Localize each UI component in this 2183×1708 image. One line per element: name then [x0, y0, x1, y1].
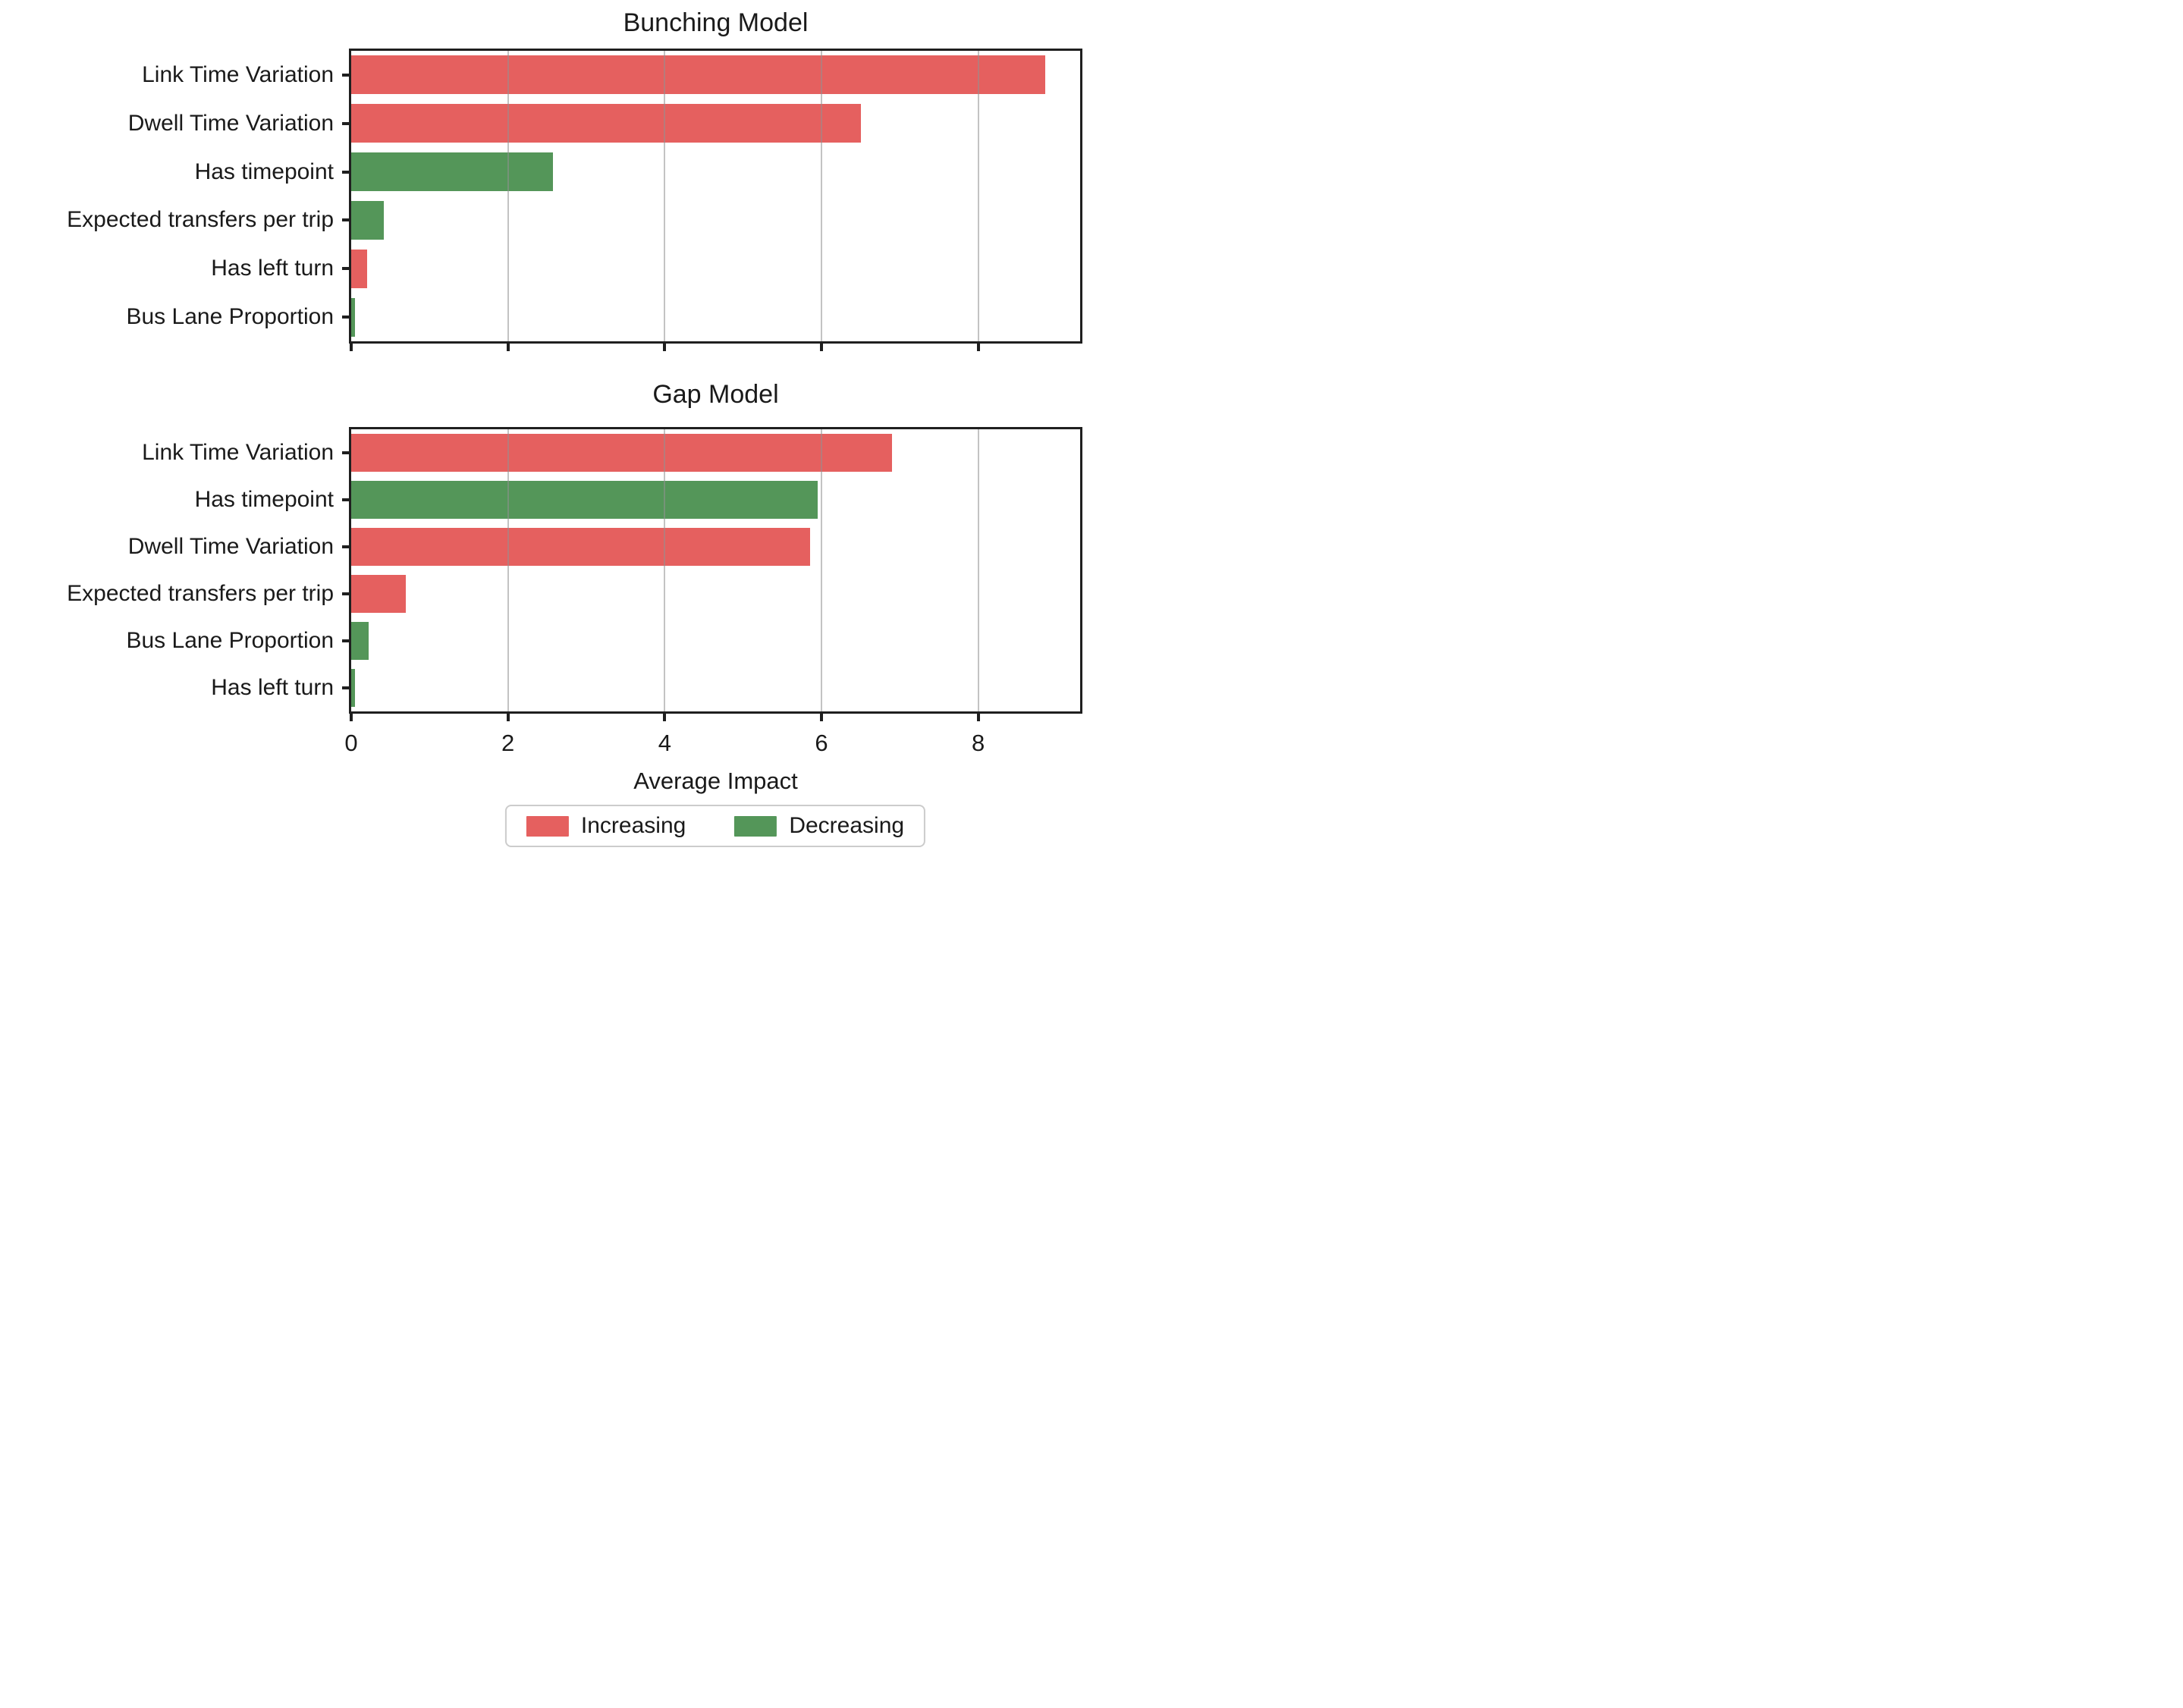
x-tick — [976, 714, 980, 721]
y-tick-label: Has left turn — [211, 256, 334, 281]
y-tick — [342, 639, 349, 642]
x-tick — [506, 714, 510, 721]
legend-swatch-decreasing — [734, 815, 777, 837]
x-tick — [663, 344, 667, 351]
x-tick — [350, 714, 353, 721]
y-tick-label: Link Time Variation — [142, 61, 334, 87]
y-tick — [342, 121, 349, 125]
bar — [351, 481, 818, 519]
y-tick-label: Expected transfers per trip — [67, 207, 334, 233]
bar — [351, 528, 810, 566]
x-tick — [350, 344, 353, 351]
x-tick — [820, 714, 823, 721]
bar — [351, 669, 356, 707]
x-tick — [820, 344, 823, 351]
y-tick-label: Link Time Variation — [142, 440, 334, 465]
chart-title-gap: Gap Model — [652, 380, 779, 409]
y-tick-label: Has timepoint — [194, 487, 334, 512]
plot-area-bunching — [342, 49, 1082, 351]
y-tick — [342, 686, 349, 689]
gridline — [664, 51, 666, 341]
bar — [351, 622, 369, 660]
x-tick-label: 0 — [344, 730, 358, 756]
y-tick-label: Dwell Time Variation — [127, 110, 334, 136]
bar — [351, 297, 356, 337]
x-tick-label: 8 — [972, 730, 985, 756]
y-tick — [342, 316, 349, 319]
y-tick-label: Expected transfers per trip — [67, 581, 334, 606]
gridline — [821, 51, 822, 341]
gridline — [977, 429, 979, 711]
y-tick-label: Bus Lane Proportion — [126, 628, 334, 653]
bar — [351, 249, 367, 288]
bar — [351, 55, 1045, 95]
bar — [351, 104, 861, 143]
bar-chart-figure: Bunching Model Gap Model Average Impact … — [0, 0, 1092, 854]
legend: Increasing Decreasing — [504, 805, 926, 847]
y-tick — [342, 545, 349, 548]
bar — [351, 152, 553, 192]
chart-title-bunching: Bunching Model — [623, 8, 809, 37]
plot-area-gap — [342, 427, 1082, 721]
x-tick — [663, 714, 667, 721]
gridline — [821, 429, 822, 711]
y-tick — [342, 267, 349, 271]
y-tick — [342, 592, 349, 595]
x-tick — [506, 344, 510, 351]
gridline — [977, 51, 979, 341]
y-tick-label: Bus Lane Proportion — [126, 304, 334, 330]
x-axis-label: Average Impact — [633, 768, 798, 794]
y-tick — [342, 451, 349, 454]
legend-swatch-increasing — [526, 815, 569, 837]
x-tick-label: 4 — [658, 730, 671, 756]
gridline — [664, 429, 666, 711]
gridline — [507, 429, 509, 711]
x-tick-label: 6 — [815, 730, 828, 756]
y-tick — [342, 170, 349, 174]
legend-label-increasing: Increasing — [580, 813, 686, 838]
x-tick — [976, 344, 980, 351]
y-tick-label: Dwell Time Variation — [127, 534, 334, 559]
y-tick-label: Has left turn — [211, 675, 334, 700]
bar — [351, 434, 892, 472]
bar — [351, 575, 407, 613]
y-tick — [342, 498, 349, 501]
y-tick — [342, 73, 349, 77]
y-tick — [342, 218, 349, 222]
x-tick-label: 2 — [501, 730, 515, 756]
gridline — [507, 51, 509, 341]
bar — [351, 200, 385, 240]
y-tick-label: Has timepoint — [194, 159, 334, 184]
legend-label-decreasing: Decreasing — [789, 813, 905, 838]
